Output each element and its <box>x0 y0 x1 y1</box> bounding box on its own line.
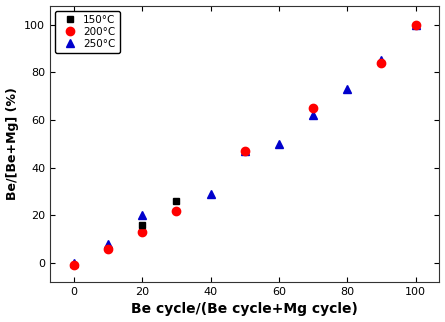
250°C <box>105 242 111 246</box>
Line: 150°C: 150°C <box>139 197 180 228</box>
150°C <box>140 223 145 227</box>
250°C <box>242 149 247 153</box>
Legend: 150°C, 200°C, 250°C: 150°C, 200°C, 250°C <box>55 11 120 53</box>
200°C <box>242 149 247 153</box>
200°C <box>105 247 111 251</box>
200°C <box>310 106 316 110</box>
250°C <box>379 58 384 62</box>
250°C <box>276 142 282 146</box>
200°C <box>379 61 384 65</box>
150°C <box>174 199 179 203</box>
Line: 200°C: 200°C <box>70 21 420 270</box>
X-axis label: Be cycle/(Be cycle+Mg cycle): Be cycle/(Be cycle+Mg cycle) <box>131 302 358 317</box>
200°C <box>71 263 77 267</box>
250°C <box>71 261 77 265</box>
250°C <box>310 113 316 117</box>
250°C <box>140 213 145 217</box>
200°C <box>174 209 179 213</box>
200°C <box>413 23 418 26</box>
250°C <box>413 23 418 26</box>
250°C <box>344 87 350 91</box>
200°C <box>140 230 145 234</box>
Line: 250°C: 250°C <box>70 21 420 267</box>
Y-axis label: Be/[Be+Mg] (%): Be/[Be+Mg] (%) <box>5 87 19 200</box>
250°C <box>208 192 213 196</box>
